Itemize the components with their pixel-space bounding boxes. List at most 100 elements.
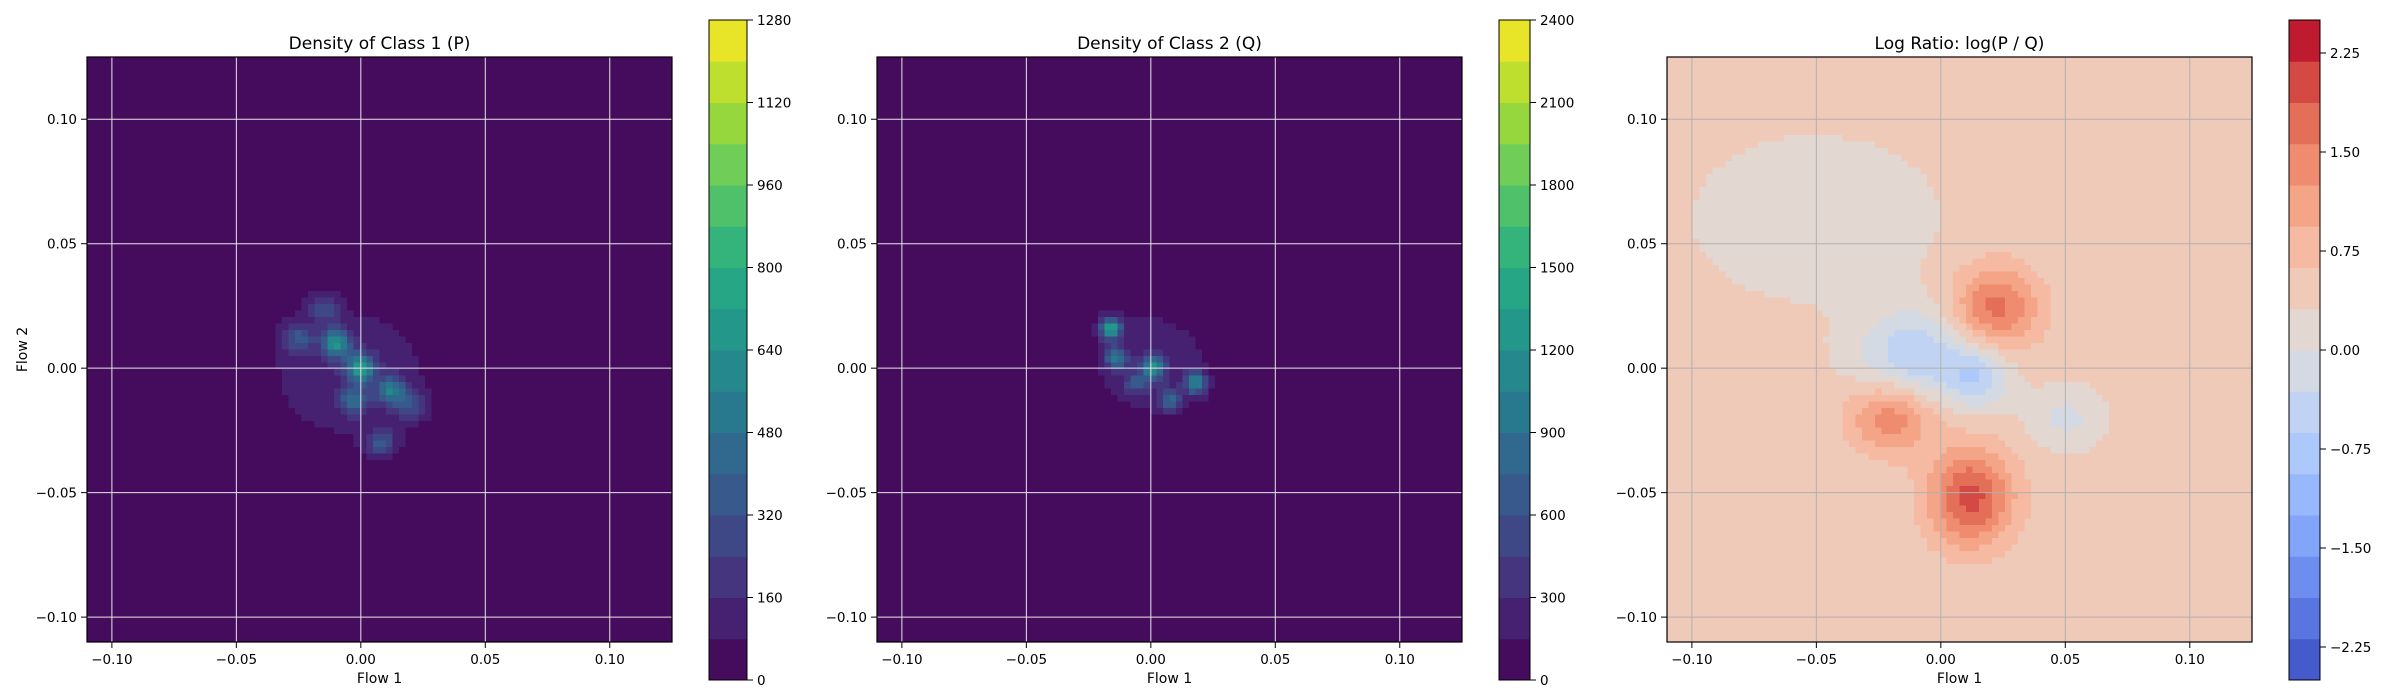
heatmap-cell [223,213,231,221]
heatmap-cell [217,102,225,110]
heatmap-cell [87,83,95,91]
heatmap-cell [425,395,433,403]
heatmap-cell [665,141,672,149]
heatmap-cell [646,57,654,65]
heatmap-cell [223,330,231,338]
heatmap-cell [171,128,179,136]
heatmap-cell [555,96,563,104]
heatmap-cell [626,284,634,292]
heatmap-cell [87,297,95,305]
heatmap-cell [295,343,303,351]
heatmap-cell [373,382,381,390]
heatmap-cell [535,297,543,305]
heatmap-cell [256,102,264,110]
heatmap-cell [288,252,296,260]
heatmap-cell [561,96,569,104]
heatmap-cell [542,297,550,305]
heatmap-cell [581,83,589,91]
heatmap-cell [568,336,576,344]
heatmap-cell [191,310,199,318]
heatmap-cell [132,382,140,390]
heatmap-cell [561,219,569,227]
heatmap-cell [132,161,140,169]
heatmap-cell [412,174,420,182]
heatmap-cell [321,336,329,344]
heatmap-cell [158,375,166,383]
heatmap-cell [665,128,672,136]
heatmap-cell [457,395,465,403]
heatmap-cell [392,232,400,240]
heatmap-cell [581,395,589,403]
heatmap-cell [217,369,225,377]
heatmap-cell [366,154,374,162]
heatmap-cell [529,278,537,286]
heatmap-cell [431,317,439,325]
heatmap-cell [522,388,530,396]
heatmap-cell [386,258,394,266]
heatmap-cell [464,375,472,383]
heatmap-cell [126,245,134,253]
heatmap-cell [594,408,602,416]
heatmap-cell [587,239,595,247]
heatmap-cell [139,297,147,305]
heatmap-cell [249,317,257,325]
heatmap-cell [490,83,498,91]
heatmap-cell [126,109,134,117]
heatmap-cell [503,219,511,227]
heatmap-cell [191,362,199,370]
heatmap-cell [587,213,595,221]
heatmap-cell [639,161,647,169]
heatmap-cell [646,304,654,312]
heatmap-cell [139,128,147,136]
heatmap-cell [665,278,672,286]
heatmap-cell [191,154,199,162]
heatmap-cell [243,278,251,286]
heatmap-cell [548,70,556,78]
heatmap-cell [503,343,511,351]
heatmap-cell [555,213,563,221]
heatmap-cell [659,369,667,377]
heatmap-cell [249,206,257,214]
heatmap-cell [555,135,563,143]
heatmap-cell [425,141,433,149]
heatmap-cell [132,76,140,84]
heatmap-cell [106,70,114,78]
heatmap-cell [665,382,672,390]
heatmap-cell [665,375,672,383]
heatmap-cell [561,382,569,390]
heatmap-cell [633,89,641,97]
heatmap-cell [87,291,95,299]
heatmap-cell [119,226,127,234]
heatmap-cell [308,388,316,396]
heatmap-cell [262,187,270,195]
heatmap-cell [301,245,309,253]
heatmap-cell [581,408,589,416]
heatmap-cell [366,362,374,370]
heatmap-cell [217,226,225,234]
heatmap-cell [496,187,504,195]
heatmap-cell [542,271,550,279]
heatmap-cell [386,122,394,130]
heatmap-cell [301,135,309,143]
heatmap-cell [535,310,543,318]
heatmap-cell [509,284,517,292]
heatmap-cell [652,167,660,175]
heatmap-cell [412,89,420,97]
heatmap-cell [282,284,290,292]
heatmap-cell [204,271,212,279]
heatmap-cell [152,63,160,71]
heatmap-cell [594,291,602,299]
heatmap-cell [425,70,433,78]
heatmap-cell [321,193,329,201]
heatmap-cell [600,297,608,305]
heatmap-cell [113,128,121,136]
heatmap-cell [607,167,615,175]
heatmap-cell [522,76,530,84]
heatmap-cell [256,304,264,312]
heatmap-cell [425,265,433,273]
heatmap-cell [360,258,368,266]
heatmap-cell [444,388,452,396]
heatmap-cell [379,330,387,338]
heatmap-cell [496,167,504,175]
heatmap-cell [574,258,582,266]
